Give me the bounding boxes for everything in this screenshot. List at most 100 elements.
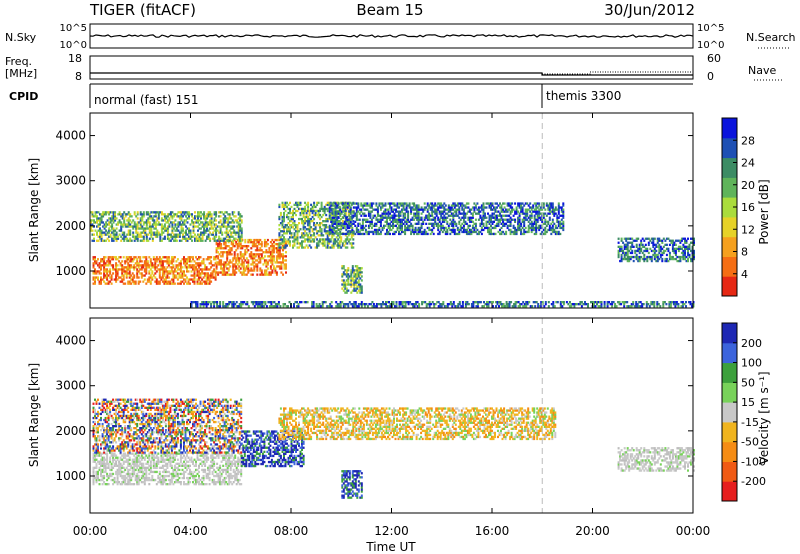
range-gate-cell xyxy=(125,258,128,261)
range-gate-cell xyxy=(219,229,222,232)
range-gate-cell xyxy=(100,239,103,242)
range-gate-cell xyxy=(100,213,103,216)
range-gate-cell xyxy=(451,303,454,306)
range-gate-cell xyxy=(112,215,115,218)
range-gate-cell xyxy=(363,303,366,306)
range-gate-cell xyxy=(350,273,353,276)
range-gate-cell xyxy=(117,237,120,240)
range-gate-cell xyxy=(140,276,143,279)
range-gate-cell xyxy=(127,280,130,283)
range-gate-cell xyxy=(662,249,665,253)
range-gate-cell xyxy=(372,224,375,227)
range-gate-cell xyxy=(491,204,494,207)
range-gate-cell xyxy=(216,239,219,242)
range-gate-cell xyxy=(474,222,477,225)
range-gate-cell xyxy=(426,210,429,213)
range-gate-cell xyxy=(625,253,628,257)
range-gate-cell xyxy=(389,224,391,227)
range-gate-cell xyxy=(92,282,95,285)
range-gate-cell xyxy=(485,216,488,219)
range-gate-cell xyxy=(290,220,293,223)
range-gate-cell xyxy=(122,256,125,259)
range-gate-cell xyxy=(223,267,226,270)
range-gate-cell xyxy=(414,230,417,234)
range-gate-cell xyxy=(413,305,416,308)
range-gate-cell xyxy=(143,260,146,263)
range-gate-cell xyxy=(180,223,183,226)
range-gate-cell xyxy=(99,227,101,230)
range-gate-cell xyxy=(547,206,550,209)
range-gate-cell xyxy=(441,204,444,207)
range-gate-cell xyxy=(194,215,196,218)
range-gate-cell xyxy=(248,255,251,258)
range-gate-cell xyxy=(281,222,284,225)
range-gate-cell xyxy=(418,303,421,306)
range-gate-cell xyxy=(450,224,453,227)
range-gate-cell xyxy=(322,207,325,211)
range-gate-cell xyxy=(213,229,216,232)
range-gate-cell xyxy=(354,301,357,304)
range-gate-cell xyxy=(176,268,179,271)
range-gate-cell xyxy=(213,219,216,222)
range-gate-cell xyxy=(332,238,335,241)
range-gate-cell xyxy=(119,264,122,267)
range-gate-cell xyxy=(420,212,423,215)
range-gate-cell xyxy=(283,265,286,268)
range-gate-cell xyxy=(108,221,111,224)
range-gate-cell xyxy=(398,224,400,227)
range-gate-cell xyxy=(629,245,632,248)
range-gate-cell xyxy=(251,273,254,276)
range-gate-cell xyxy=(597,305,600,308)
range-gate-cell xyxy=(313,209,316,213)
range-gate-cell xyxy=(184,260,187,263)
range-gate-cell xyxy=(268,271,271,274)
range-gate-cell xyxy=(99,231,101,234)
range-gate-cell xyxy=(418,305,421,308)
range-gate-cell xyxy=(228,215,231,218)
range-gate-cell xyxy=(129,237,132,240)
range-gate-cell xyxy=(296,236,299,239)
range-gate-cell xyxy=(186,270,188,273)
range-gate-cell xyxy=(307,234,310,237)
range-gate-cell xyxy=(360,275,363,278)
range-gate-cell xyxy=(548,206,551,209)
range-gate-cell xyxy=(234,233,237,236)
range-gate-cell xyxy=(182,215,184,218)
range-gate-cell xyxy=(375,303,378,306)
range-gate-cell xyxy=(239,267,242,270)
range-gate-cell xyxy=(522,305,525,308)
range-gate-cell xyxy=(308,236,311,239)
range-gate-cell xyxy=(547,301,550,304)
range-gate-cell xyxy=(557,220,560,223)
range-gate-cell xyxy=(470,305,473,308)
range-gate-cell xyxy=(121,280,124,283)
range-gate-cell xyxy=(136,231,139,234)
range-gate-cell xyxy=(547,204,550,207)
range-gate-cell xyxy=(153,219,156,222)
range-gate-cell xyxy=(693,251,695,255)
range-gate-cell xyxy=(360,271,363,274)
range-gate-cell xyxy=(381,228,384,232)
range-gate-cell xyxy=(151,231,154,234)
range-gate-cell xyxy=(491,212,494,215)
range-gate-cell xyxy=(283,267,286,270)
range-gate-cell xyxy=(670,241,673,244)
range-gate-cell xyxy=(350,271,353,274)
range-gate-cell xyxy=(277,301,280,304)
range-gate-cell xyxy=(187,260,190,263)
range-gate-cell xyxy=(189,229,192,232)
range-gate-cell xyxy=(109,268,112,271)
range-gate-cell xyxy=(147,221,150,224)
range-gate-cell xyxy=(217,261,220,264)
range-gate-cell xyxy=(162,237,165,240)
range-gate-cell xyxy=(446,222,449,225)
range-gate-cell xyxy=(273,305,276,308)
range-gate-cell xyxy=(110,282,113,285)
range-gate-cell xyxy=(216,229,219,232)
range-gate-cell xyxy=(487,202,489,205)
range-gate-cell xyxy=(189,282,191,285)
range-gate-cell xyxy=(355,210,358,213)
range-gate-cell xyxy=(488,222,491,225)
range-gate-cell xyxy=(579,301,582,304)
range-gate-cell xyxy=(626,251,629,255)
